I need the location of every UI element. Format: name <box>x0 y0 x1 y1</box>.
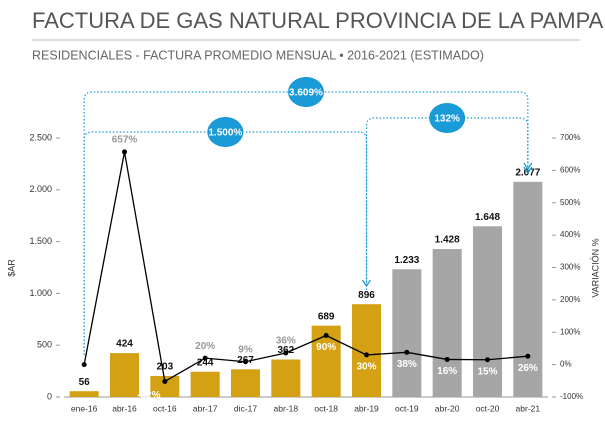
line-point <box>444 356 450 362</box>
y2-tick-label: 700% <box>560 133 580 142</box>
line-point <box>202 355 208 361</box>
line-point <box>364 352 369 358</box>
y-axis-label: $AR <box>6 259 16 277</box>
bar-value-label: 689 <box>318 311 335 322</box>
y2-tick-label: 500% <box>560 198 580 207</box>
line-value-label: 657% <box>112 135 138 146</box>
line-value-label: 16% <box>437 366 457 377</box>
y2-tick-label: 600% <box>560 165 580 174</box>
annotation-arrow <box>523 166 533 175</box>
line-value-label: 30% <box>356 362 376 373</box>
line-point <box>162 378 168 384</box>
bar <box>109 353 140 397</box>
bar <box>150 375 180 397</box>
y2-tick-label: 0% <box>560 360 572 369</box>
x-tick-label: oct-20 <box>476 403 500 413</box>
bar <box>392 269 422 397</box>
y2-tick-label: -100% <box>560 392 583 401</box>
y2-tick-label: 400% <box>560 230 580 239</box>
line-value-label: 90% <box>316 342 336 353</box>
annotation-label: 3.609% <box>289 88 323 99</box>
y-tick-label: 2.000 <box>29 184 52 194</box>
bar-value-label: 896 <box>358 290 375 301</box>
x-tick-label: abr-18 <box>274 403 299 413</box>
line-point <box>81 362 87 368</box>
x-tick-label: oct-16 <box>153 403 177 413</box>
y2-tick-label: 200% <box>560 295 580 304</box>
bar <box>513 181 543 397</box>
x-tick-label: abr-20 <box>435 403 460 413</box>
line-value-label: 38% <box>397 359 417 370</box>
bar <box>472 226 503 397</box>
line-point <box>243 359 248 365</box>
y2-axis-label: VARIACIÓN % <box>590 238 600 297</box>
y-tick-label: 0 <box>47 391 52 401</box>
x-tick-label: abr-16 <box>112 403 137 413</box>
line-value-label: 36% <box>276 336 296 347</box>
line-value-label: 9% <box>238 344 253 355</box>
line-value-label: 20% <box>195 341 215 352</box>
x-tick-label: abr-17 <box>193 403 218 413</box>
annotation-bubble <box>288 77 324 107</box>
x-tick-label: abr-19 <box>354 403 379 413</box>
line-value-label: -52% <box>137 390 160 401</box>
line-value-label: 15% <box>477 366 497 377</box>
line <box>83 151 528 383</box>
y-tick-label: 2.500 <box>29 132 52 142</box>
line-point <box>404 349 410 355</box>
bar-value-label: 1.648 <box>475 212 500 223</box>
y2-tick-label: 100% <box>560 327 580 336</box>
line-point <box>323 332 329 338</box>
y-tick-label: 1.000 <box>29 288 52 298</box>
y-tick-label: 1.500 <box>29 236 52 246</box>
line-value-label: 26% <box>518 363 538 374</box>
x-tick-label: oct-18 <box>314 403 338 413</box>
bar-value-label: 244 <box>197 357 214 368</box>
line-point <box>283 350 289 356</box>
bar <box>271 359 301 397</box>
x-tick-label: abr-21 <box>516 403 541 413</box>
x-tick-label: ene-16 <box>71 403 98 413</box>
bar <box>69 391 99 397</box>
bar <box>230 369 261 397</box>
line-point <box>122 149 127 155</box>
line-point <box>525 353 531 359</box>
bar-value-label: 424 <box>116 339 133 350</box>
line-point <box>485 357 490 363</box>
annotation-arrow <box>523 162 533 171</box>
annotation-bubble <box>207 117 244 147</box>
chart-subtitle: RESIDENCIALES - FACTURA PROMEDIO MENSUAL… <box>32 48 484 62</box>
bar-value-label: 56 <box>79 377 91 388</box>
bar-value-label: 1.233 <box>394 255 419 266</box>
y-tick-label: 500 <box>37 340 52 350</box>
annotation-label: 1.500% <box>208 128 242 139</box>
bar-value-label: 1.428 <box>435 235 460 246</box>
annotation-bubble <box>429 103 466 133</box>
bar <box>190 371 220 397</box>
bar-value-label: 203 <box>156 362 173 373</box>
bar <box>432 249 462 397</box>
x-tick-label: dic-17 <box>234 403 257 413</box>
x-tick-label: oct-19 <box>395 403 419 413</box>
chart-title: FACTURA DE GAS NATURAL PROVINCIA DE LA P… <box>32 8 604 33</box>
y2-tick-label: 300% <box>560 263 580 272</box>
annotation-label: 132% <box>434 114 460 125</box>
